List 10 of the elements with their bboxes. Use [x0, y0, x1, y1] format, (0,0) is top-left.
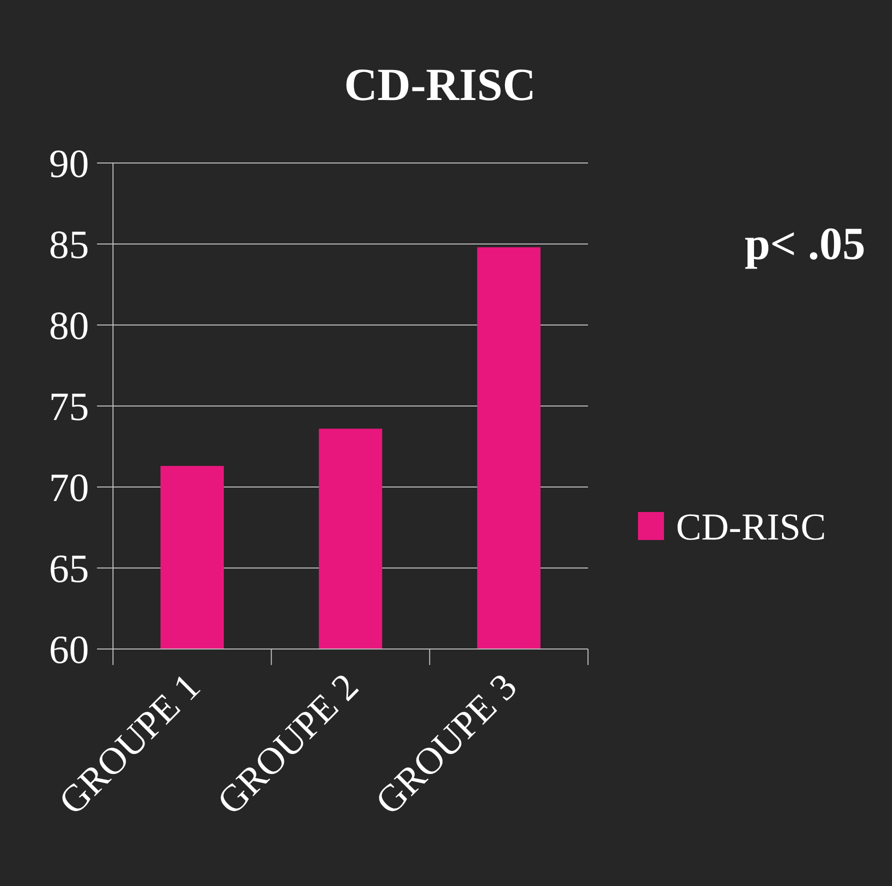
y-tick-label: 75 [49, 384, 89, 429]
legend-label: CD-RISC [676, 506, 826, 548]
y-tick-label: 65 [49, 546, 89, 591]
text: p< .05 [744, 218, 866, 270]
y-tick-label: 70 [49, 465, 89, 510]
y-tick-label: 85 [49, 222, 89, 267]
y-tick-label: 60 [49, 627, 89, 672]
y-tick-label: 90 [49, 141, 89, 186]
y-tick-label: 80 [49, 303, 89, 348]
chart-title: CD-RISC [344, 59, 536, 110]
